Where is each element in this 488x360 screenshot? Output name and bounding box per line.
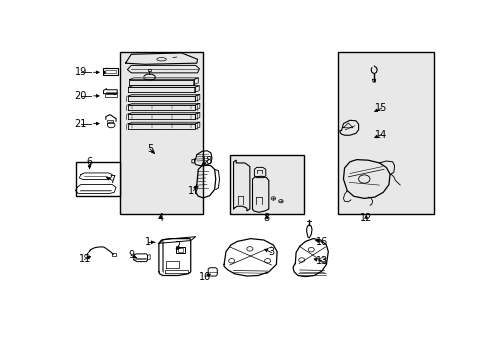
Bar bbox=[105, 94, 117, 97]
Text: 20: 20 bbox=[75, 91, 87, 101]
Text: 1: 1 bbox=[144, 237, 150, 247]
Text: 11: 11 bbox=[79, 255, 91, 264]
Text: 8: 8 bbox=[264, 213, 269, 224]
Text: 7: 7 bbox=[109, 175, 115, 185]
Text: 5: 5 bbox=[147, 144, 153, 154]
Bar bbox=[103, 68, 117, 75]
Text: 9: 9 bbox=[128, 250, 134, 260]
Bar bbox=[112, 253, 116, 256]
Text: 18: 18 bbox=[201, 156, 213, 166]
Bar bbox=[147, 69, 151, 72]
Text: 12: 12 bbox=[359, 213, 372, 224]
Text: 10: 10 bbox=[199, 271, 211, 282]
Text: 21: 21 bbox=[75, 118, 87, 129]
Text: 17: 17 bbox=[187, 186, 200, 196]
Bar bbox=[105, 70, 116, 73]
Text: 3: 3 bbox=[268, 247, 274, 257]
Bar bbox=[107, 120, 113, 123]
Bar bbox=[229, 156, 303, 214]
Text: 16: 16 bbox=[315, 237, 327, 247]
Bar bbox=[75, 162, 120, 196]
Bar bbox=[176, 247, 184, 253]
Bar bbox=[178, 248, 183, 252]
Text: 2: 2 bbox=[174, 241, 181, 251]
Bar bbox=[337, 51, 433, 214]
Text: 15: 15 bbox=[374, 103, 387, 113]
Text: 19: 19 bbox=[75, 67, 87, 77]
Text: 4: 4 bbox=[158, 213, 163, 224]
Text: 13: 13 bbox=[315, 256, 327, 266]
Bar bbox=[120, 51, 203, 214]
Text: 14: 14 bbox=[374, 130, 386, 140]
Text: 6: 6 bbox=[86, 157, 92, 167]
